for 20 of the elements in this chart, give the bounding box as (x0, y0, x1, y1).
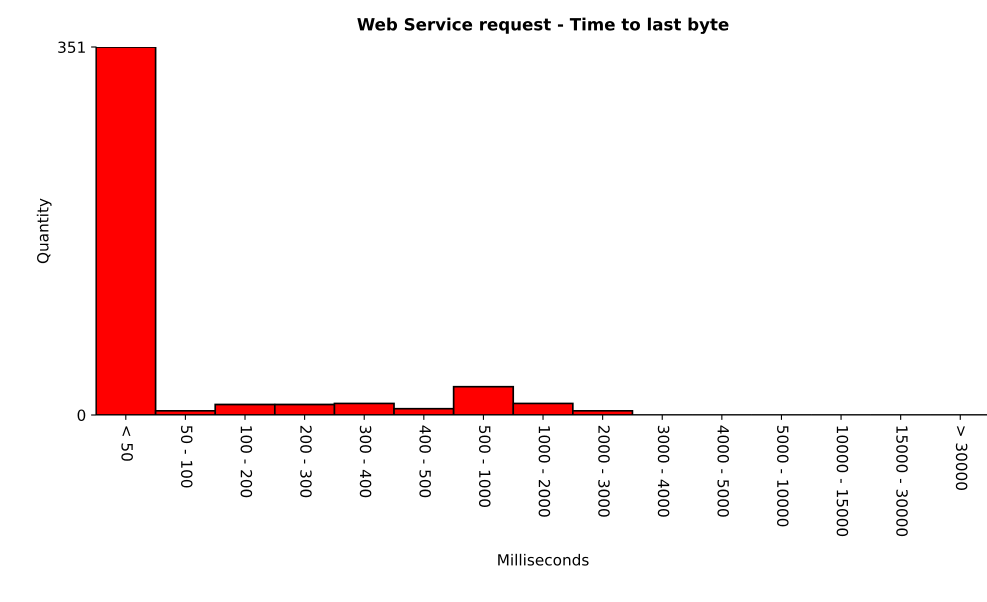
x-tick-label: 300 - 400 (360, 426, 372, 498)
x-tick-label: 500 - 1000 (478, 426, 491, 507)
x-axis-title: Milliseconds (498, 554, 589, 566)
x-tick-label: < 50 (121, 426, 133, 461)
chart-title: Web Service request - Time to last byte (357, 18, 728, 34)
x-tick-label: 3000 - 4000 (658, 426, 670, 517)
x-tick-label: 1000 - 2000 (538, 426, 550, 517)
y-tick-label: 351 (58, 41, 85, 54)
y-axis-title: Quantity (36, 198, 52, 264)
x-tick-label: > 30000 (956, 426, 968, 490)
x-tick-label: 50 - 100 (180, 426, 193, 488)
x-tick-label: 5000 - 10000 (777, 426, 789, 526)
x-tick-label: 15000 - 30000 (896, 426, 908, 536)
x-tick-label: 2000 - 3000 (598, 426, 610, 517)
x-tick-label: 4000 - 5000 (717, 425, 729, 517)
x-tick-label: 100 - 200 (240, 426, 252, 498)
y-tick-label: 0 (78, 409, 86, 422)
x-tick-label: 400 - 500 (419, 425, 431, 498)
x-tick-label: 10000 - 15000 (836, 426, 848, 536)
x-tick-label: 200 - 300 (300, 426, 312, 498)
